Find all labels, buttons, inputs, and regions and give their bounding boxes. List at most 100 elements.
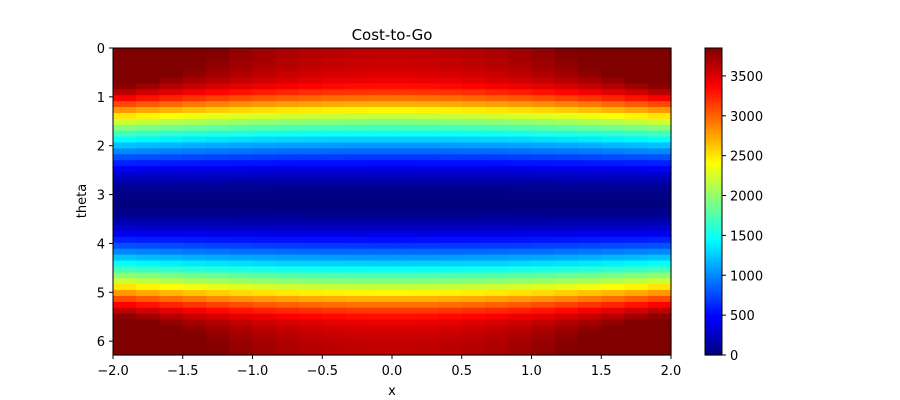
- heatmap-cell: [159, 219, 184, 226]
- heatmap-cell: [578, 225, 602, 232]
- heatmap-cell: [508, 278, 533, 285]
- heatmap-cell: [415, 248, 440, 256]
- heatmap-cell: [392, 295, 416, 303]
- heatmap-cell: [508, 254, 533, 262]
- heatmap-cell: [438, 142, 463, 149]
- heatmap-cell: [438, 236, 463, 244]
- heatmap-cell: [392, 130, 416, 138]
- heatmap-cell: [647, 290, 672, 297]
- heatmap-cell: [508, 213, 533, 220]
- heatmap-cell: [438, 118, 463, 126]
- heatmap-cell: [508, 225, 533, 232]
- colorbar-strip: [705, 252, 722, 256]
- heatmap-cell: [159, 301, 184, 309]
- colorbar-strip: [705, 255, 722, 259]
- colorbar-strip: [705, 352, 722, 356]
- heatmap-cell: [275, 236, 300, 244]
- heatmap-cell: [601, 213, 626, 220]
- heatmap-cell: [554, 59, 579, 67]
- heatmap-cell: [206, 319, 230, 327]
- heatmap-cell: [485, 177, 509, 185]
- heatmap-cell: [647, 349, 672, 356]
- heatmap-cell: [392, 254, 416, 262]
- heatmap-cell: [485, 313, 509, 321]
- heatmap-cell: [345, 83, 370, 90]
- colorbar-strip: [705, 60, 722, 64]
- heatmap-cell: [275, 89, 300, 96]
- heatmap-cell: [578, 219, 602, 226]
- heatmap-cell: [624, 349, 649, 356]
- heatmap-cell: [554, 77, 579, 85]
- heatmap-cell: [415, 349, 440, 356]
- heatmap-cell: [299, 112, 323, 120]
- heatmap-cell: [113, 107, 137, 114]
- heatmap-cell: [252, 89, 277, 96]
- heatmap-cell: [601, 89, 626, 96]
- heatmap-cell: [368, 207, 393, 214]
- heatmap-cell: [461, 236, 486, 244]
- heatmap-cell: [647, 171, 672, 179]
- heatmap-cell: [601, 177, 626, 185]
- heatmap-cell: [392, 325, 416, 332]
- heatmap-cell: [485, 101, 509, 108]
- heatmap-cell: [229, 71, 254, 79]
- heatmap-cell: [438, 195, 463, 203]
- heatmap-cell: [415, 118, 440, 126]
- heatmap-cell: [508, 242, 533, 250]
- heatmap-cell: [415, 313, 440, 321]
- heatmap-cell: [113, 148, 137, 155]
- heatmap-cell: [299, 201, 323, 208]
- heatmap-cell: [368, 183, 393, 191]
- heatmap-cell: [392, 219, 416, 226]
- heatmap-cell: [182, 171, 207, 179]
- heatmap-cell: [392, 225, 416, 232]
- heatmap-cell: [392, 160, 416, 167]
- heatmap-cell: [392, 89, 416, 96]
- colorbar-strip: [705, 257, 722, 261]
- heatmap-cell: [554, 118, 579, 126]
- heatmap-cell: [322, 65, 347, 73]
- heatmap-cell: [601, 343, 626, 350]
- colorbar-strip: [705, 196, 722, 200]
- heatmap-cell: [461, 343, 486, 350]
- heatmap-cell: [299, 295, 323, 303]
- heatmap-cell: [368, 213, 393, 220]
- heatmap-cell: [578, 148, 602, 155]
- heatmap-cell: [624, 166, 649, 173]
- heatmap-cell: [136, 278, 161, 285]
- heatmap-cell: [136, 213, 161, 220]
- heatmap-cell: [485, 160, 509, 167]
- heatmap-cell: [647, 295, 672, 303]
- heatmap-cell: [601, 254, 626, 262]
- heatmap-cell: [438, 48, 463, 55]
- colorbar-strip: [705, 278, 722, 282]
- heatmap-cell: [345, 272, 370, 279]
- heatmap-cell: [531, 295, 556, 303]
- heatmap-cell: [461, 53, 486, 61]
- heatmap-cell: [182, 177, 207, 185]
- heatmap-cell: [624, 313, 649, 321]
- heatmap-cell: [252, 313, 277, 321]
- heatmap-cell: [392, 118, 416, 126]
- x-axis-ticks: −2.0 −1.5 −1.0 −0.5 0.0 0.5 1.0 1.5 2.0: [97, 355, 681, 379]
- heatmap-cell: [368, 89, 393, 96]
- heatmap-cell: [275, 337, 300, 344]
- heatmap-cell: [206, 236, 230, 244]
- heatmap-cell: [322, 266, 347, 273]
- heatmap-cell: [601, 319, 626, 327]
- colorbar-strip: [705, 117, 722, 121]
- heatmap-cell: [299, 183, 323, 191]
- heatmap-cell: [113, 65, 137, 73]
- heatmap-cell: [136, 171, 161, 179]
- heatmap-cell: [252, 201, 277, 208]
- heatmap-cell: [392, 95, 416, 102]
- heatmap-cell: [392, 53, 416, 61]
- heatmap-cell: [485, 242, 509, 250]
- heatmap-cell: [578, 295, 602, 303]
- heatmap-cell: [601, 171, 626, 179]
- colorbar-strip: [705, 81, 722, 85]
- heatmap-cell: [206, 284, 230, 291]
- heatmap-cell: [252, 189, 277, 197]
- heatmap-cell: [229, 349, 254, 356]
- heatmap-cell: [322, 349, 347, 356]
